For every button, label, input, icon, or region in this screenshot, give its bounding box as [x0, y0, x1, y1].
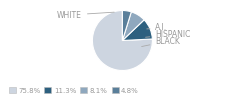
Legend: 75.8%, 11.3%, 8.1%, 4.8%: 75.8%, 11.3%, 8.1%, 4.8%: [6, 85, 142, 96]
Text: WHITE: WHITE: [57, 10, 114, 20]
Text: BLACK: BLACK: [142, 37, 180, 47]
Text: A.I.: A.I.: [147, 23, 168, 32]
Wedge shape: [92, 10, 152, 70]
Text: HISPANIC: HISPANIC: [146, 30, 191, 39]
Wedge shape: [122, 12, 144, 40]
Wedge shape: [122, 10, 131, 40]
Wedge shape: [122, 20, 152, 40]
